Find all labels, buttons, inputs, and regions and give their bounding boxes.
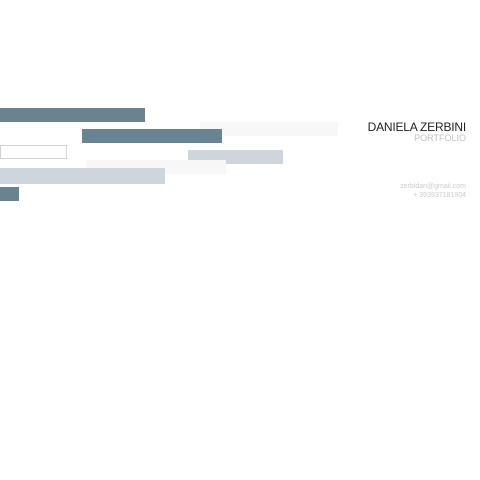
nav-bar-small[interactable]: [0, 187, 19, 201]
phone-number: + 393937181904: [413, 192, 466, 199]
identity-block: DANIELA ZERBINI PORTFOLIO: [367, 120, 467, 143]
contact-block: zerbidan@gmail.com + 393937181904: [400, 182, 466, 200]
nav-bar-1[interactable]: [0, 108, 145, 122]
portfolio-label: PORTFOLIO: [414, 133, 466, 143]
email-link[interactable]: zerbidan@gmail.com: [400, 183, 466, 190]
nav-bar-2[interactable]: [82, 129, 222, 143]
nav-bar-4[interactable]: [0, 168, 165, 184]
decor-bar-faint-top: [200, 122, 338, 136]
designer-name: DANIELA ZERBINI: [367, 120, 467, 134]
nav-bar-outline[interactable]: [0, 145, 67, 159]
